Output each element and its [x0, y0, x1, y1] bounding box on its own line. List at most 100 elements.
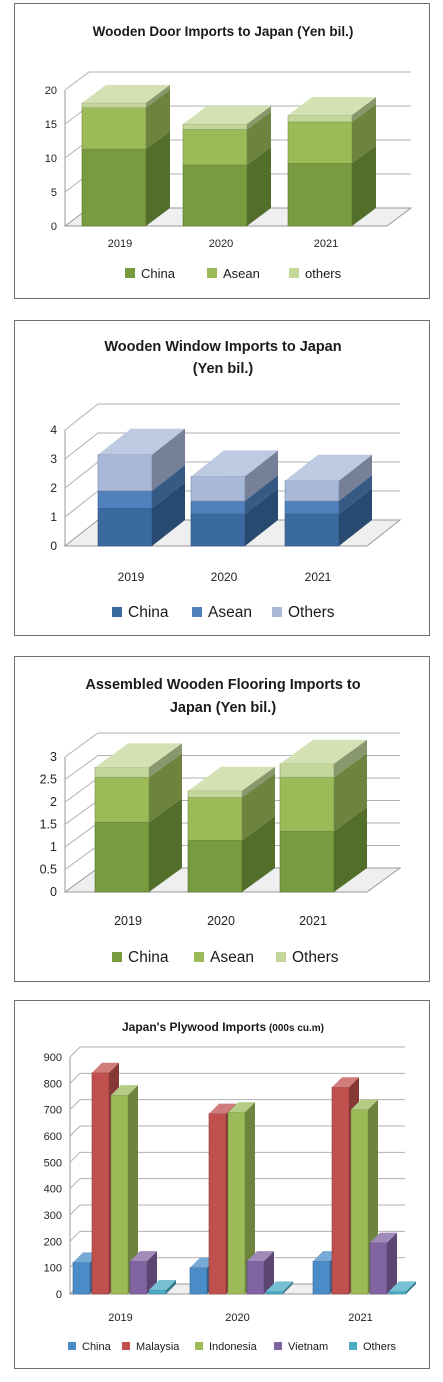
y-tick-label: 0: [50, 885, 57, 899]
bar-others-2019-top: [98, 428, 185, 455]
bar-china-2021-side: [352, 145, 376, 226]
bar-indonesia-2019-front: [110, 1094, 129, 1295]
bar-vietnam-2019: [129, 1251, 157, 1295]
bar-china-2020-front: [190, 513, 246, 547]
bar-others-2020-side: [242, 766, 275, 798]
bar-others-2019-side: [146, 84, 170, 108]
bar-others-2021-front: [388, 1291, 407, 1295]
bar-vietnam-2020-top: [247, 1251, 274, 1262]
gridline: [69, 1230, 405, 1242]
bar-others-2019: [97, 428, 185, 492]
bar-others-2021: [388, 1281, 416, 1295]
bar-others-2020: [182, 106, 271, 130]
bar-indonesia-2021-top: [351, 1099, 378, 1110]
bar-asean-2020-front: [182, 129, 248, 166]
bar-china-2020-side: [242, 816, 275, 892]
gridline: [69, 1046, 405, 1058]
legend-swatch-china: [112, 952, 122, 962]
bar-china-2021-front: [279, 830, 335, 893]
chart-title: Assembled Wooden Flooring Imports to: [85, 677, 360, 693]
legend-swatch-china: [112, 607, 122, 617]
bar-malaysia-2020-top: [209, 1103, 236, 1114]
bar-indonesia-2021-front: [350, 1109, 369, 1295]
bar-china-2019-front: [72, 1262, 91, 1295]
bar-asean-2019-front: [97, 490, 153, 509]
bar-china-2021-front: [284, 513, 340, 547]
bar-china-2021-side: [339, 488, 372, 546]
chart-title-suffix: (000s cu.m): [266, 1023, 324, 1034]
bar-others-2020-top: [266, 1281, 293, 1292]
x-tick-label: 2021: [348, 1312, 372, 1324]
bar-vietnam-2019-front: [129, 1260, 148, 1295]
bar-others-2020-front: [190, 476, 246, 502]
bar-china-2019-side: [146, 131, 170, 226]
y-tick-label: 800: [44, 1078, 62, 1090]
chart-title: Wooden Window Imports to Japan: [104, 339, 341, 355]
bar-others-2020-front: [182, 123, 248, 130]
bar-others-2020-side: [245, 450, 278, 502]
bar-china-2021-front: [287, 163, 353, 227]
x-tick-label: 2021: [305, 570, 332, 584]
y-tick-label: 0.5: [40, 863, 57, 877]
legend-label-vietnam: Vietnam: [288, 1341, 328, 1353]
bar-vietnam-2020-side: [264, 1251, 274, 1294]
bar-others-2020-top: [183, 106, 271, 124]
bar-asean-2019-side: [152, 464, 185, 509]
bar-others-2020-side: [247, 106, 271, 130]
chart-title: Wooden Door Imports to Japan (Yen bil.): [93, 24, 354, 39]
x-tick-label: 2019: [108, 1312, 132, 1324]
bar-others-2020-side: [283, 1281, 293, 1294]
bar-others-2021-side: [352, 97, 376, 122]
x-tick-label: 2019: [118, 570, 145, 584]
legend-swatch-china: [125, 268, 135, 278]
bar-asean-2019-front: [81, 107, 147, 150]
bar-others-2021-side: [406, 1281, 416, 1294]
x-tick-label: 2019: [108, 238, 132, 250]
bar-asean-2020-side: [245, 475, 278, 515]
bar-others-2019-side: [149, 743, 182, 778]
bar-vietnam-2020-front: [246, 1260, 265, 1295]
y-tick-label: 20: [45, 85, 57, 97]
bar-others-2019-top: [82, 84, 170, 103]
y-tick-label: 1.5: [40, 818, 57, 832]
bar-others-2020: [265, 1281, 293, 1295]
legend-swatch-asean: [192, 607, 202, 617]
gridline: [64, 732, 400, 758]
x-tick-label: 2020: [225, 1312, 249, 1324]
legend-swatch-malaysia: [122, 1342, 130, 1350]
bar-china-2019-front: [97, 508, 153, 547]
bar-others-2019-front: [81, 102, 147, 108]
bar-indonesia-2020-side: [245, 1102, 255, 1294]
legend-label-indonesia: Indonesia: [209, 1341, 258, 1353]
y-tick-label: 15: [45, 119, 57, 131]
bar-asean-2021-side: [352, 103, 376, 164]
bar-vietnam-2021-side: [387, 1232, 397, 1294]
y-tick-label: 2: [50, 481, 57, 495]
legend-label-asean: Asean: [208, 604, 252, 621]
bar-others-2019-front: [97, 454, 153, 492]
x-tick-label: 2019: [114, 914, 142, 928]
bar-china-2021-side: [334, 807, 367, 892]
legend-swatch-others: [289, 268, 299, 278]
bar-asean-2021-front: [287, 121, 353, 164]
legend-label-others: others: [305, 266, 342, 281]
bar-vietnam-2021: [369, 1232, 397, 1295]
legend-label-china: China: [128, 604, 169, 621]
bar-others-2021: [284, 454, 372, 502]
bar-others-2021: [279, 739, 367, 778]
bar-others-2020-front: [265, 1291, 284, 1295]
y-tick-label: 200: [44, 1236, 62, 1248]
bar-malaysia-2021-front: [331, 1086, 350, 1295]
y-tick-label: 4: [50, 423, 57, 437]
bar-others-2021-top: [285, 454, 372, 481]
y-tick-label: 500: [44, 1157, 62, 1169]
legend-label-china: China: [141, 266, 176, 281]
bar-china-2019-side: [149, 798, 182, 892]
bar-others-2019: [148, 1280, 176, 1295]
gridline: [64, 71, 411, 91]
bar-vietnam-2019-side: [147, 1251, 157, 1294]
bar-china-2019-front: [94, 821, 150, 893]
chart-wooden-door-panel: Wooden Door Imports to Japan (Yen bil.) 0…: [14, 3, 430, 299]
y-tick-label: 0: [51, 221, 57, 233]
y-tick-label: 0: [56, 1289, 62, 1301]
